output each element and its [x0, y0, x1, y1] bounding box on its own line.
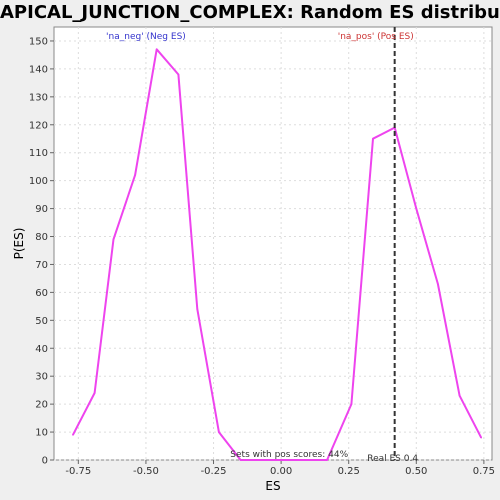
x-tick-label: 0.75 — [473, 466, 495, 477]
y-tick-label: 10 — [35, 428, 48, 439]
y-tick-label: 70 — [35, 260, 48, 271]
data-point — [458, 394, 461, 397]
y-tick-label: 120 — [29, 120, 48, 131]
data-point — [196, 308, 199, 310]
data-point — [177, 73, 180, 76]
y-tick-label: 20 — [35, 400, 48, 411]
chart-title: APICAL_JUNCTION_COMPLEX: Random ES distr… — [0, 2, 500, 23]
y-tick-label: 80 — [35, 232, 48, 243]
x-tick-label: 0.00 — [270, 466, 292, 477]
neg-es-label: 'na_neg' (Neg ES) — [106, 32, 186, 42]
y-tick-label: 60 — [35, 288, 48, 299]
data-point — [350, 403, 353, 405]
y-axis-title: P(ES) — [12, 228, 26, 260]
data-point — [480, 436, 482, 439]
x-axis-title: ES — [265, 479, 280, 493]
y-tick-label: 150 — [29, 36, 48, 47]
data-point — [72, 434, 74, 436]
plot-area — [53, 26, 493, 461]
y-tick-label: 30 — [35, 372, 48, 383]
data-point — [218, 431, 220, 433]
pos-es-label: 'na_pos' (Pos ES) — [338, 32, 414, 42]
data-point — [239, 459, 242, 461]
grid — [54, 27, 492, 461]
data-point — [415, 207, 418, 210]
y-tick-label: 110 — [29, 148, 48, 159]
y-tick-label: 90 — [35, 204, 48, 215]
data-point — [93, 392, 96, 394]
y-tick-label: 130 — [29, 92, 48, 103]
x-tick-label: -0.50 — [133, 466, 159, 477]
data-point — [155, 48, 158, 51]
y-tick-label: 50 — [35, 316, 48, 327]
y-tick-label: 100 — [29, 176, 48, 187]
x-tick-label: -0.75 — [65, 466, 91, 477]
pos-scores-label: Sets with pos scores: 44% — [230, 450, 348, 460]
y-tick-label: 40 — [35, 344, 48, 355]
real-es-label: Real ES 0.4 — [367, 454, 418, 464]
x-tick-label: -0.25 — [201, 466, 227, 477]
data-point — [437, 283, 439, 285]
y-tick-label: 140 — [29, 64, 48, 75]
x-tick-label: 0.25 — [338, 466, 360, 477]
data-point — [372, 137, 374, 140]
data-point — [326, 459, 328, 461]
x-tick-label: 0.50 — [405, 466, 427, 477]
y-tick-label: 0 — [42, 456, 48, 467]
x-axis-ticks: -0.75 -0.50 -0.25 0.00 0.25 0.50 0.75 — [65, 460, 495, 477]
data-point — [112, 238, 115, 241]
y-axis-ticks: 0 10 20 30 40 50 60 70 80 90 100 110 120 130 140 150 — [29, 36, 54, 467]
data-point — [134, 174, 136, 176]
